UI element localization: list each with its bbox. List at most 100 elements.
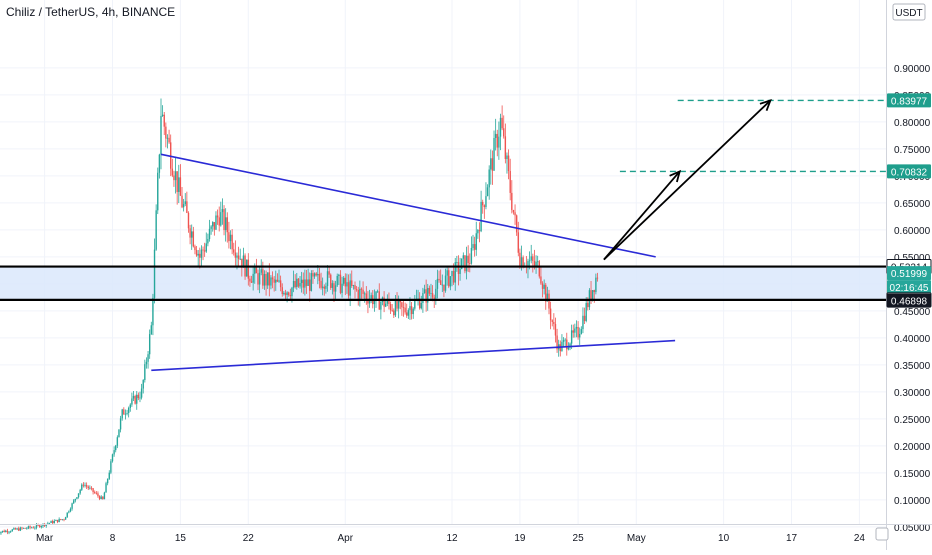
candle-body xyxy=(314,273,315,276)
currency-badge[interactable]: USDT xyxy=(895,8,922,19)
candle-body xyxy=(75,499,76,501)
candle-body xyxy=(5,531,6,532)
candle-body xyxy=(540,276,541,283)
candle-body xyxy=(566,340,567,350)
candle-body xyxy=(67,513,68,518)
candle-body xyxy=(212,222,213,226)
candle-body xyxy=(366,293,367,299)
y-tick-label: 0.90000 xyxy=(894,64,931,75)
candle-body xyxy=(29,526,30,527)
candle-body xyxy=(168,138,169,143)
candle-body xyxy=(104,493,105,500)
candle-body xyxy=(3,531,4,532)
candle-body xyxy=(120,418,121,429)
y-tick-label: 0.75000 xyxy=(894,145,931,156)
candle-body xyxy=(488,170,489,188)
candle-body xyxy=(70,509,71,512)
candle-body xyxy=(86,485,87,487)
trendline-lower xyxy=(151,341,675,371)
candle-body xyxy=(133,396,134,399)
candle-body xyxy=(393,311,394,316)
candle-body xyxy=(581,329,582,334)
candle-body xyxy=(257,273,258,284)
candle-body xyxy=(155,210,156,249)
candle-body xyxy=(304,279,305,287)
candle-body xyxy=(564,340,565,341)
candle-body xyxy=(477,230,478,233)
candle-body xyxy=(571,330,572,343)
candle-body xyxy=(193,231,194,246)
candle-body xyxy=(377,291,378,292)
candle-body xyxy=(548,294,549,309)
candle-body xyxy=(380,302,381,310)
candle-body xyxy=(34,528,35,529)
candle-body xyxy=(172,169,173,176)
candle-body xyxy=(199,254,200,258)
candle-body xyxy=(251,281,252,282)
y-tick-label: 0.30000 xyxy=(894,388,931,399)
candle-body xyxy=(254,267,255,274)
candle-body xyxy=(503,128,504,136)
candle-body xyxy=(286,292,287,295)
candle-body xyxy=(25,528,26,529)
candle-body xyxy=(463,255,464,258)
candle-body xyxy=(385,304,386,307)
candle-body xyxy=(92,488,93,492)
candle-body xyxy=(298,279,299,287)
candle-body xyxy=(118,429,119,437)
candle-body xyxy=(97,493,98,496)
candle-body xyxy=(248,260,249,279)
candle-body xyxy=(113,450,114,454)
candle-body xyxy=(320,281,321,288)
candle-body xyxy=(267,272,268,285)
candle-body xyxy=(176,171,177,192)
support-resistance-zone xyxy=(0,267,886,300)
candle-body xyxy=(531,256,532,260)
candle-body xyxy=(238,256,239,259)
candle-body xyxy=(63,519,64,520)
candle-body xyxy=(466,256,467,271)
price-badge-label: 0.46898 xyxy=(891,297,928,308)
candle-body xyxy=(532,256,533,261)
candle-body xyxy=(516,215,517,232)
candle-body xyxy=(15,528,16,529)
candle-body xyxy=(421,303,422,308)
candle-body xyxy=(196,250,197,256)
candle-body xyxy=(26,528,27,529)
candle-body xyxy=(594,290,595,292)
y-tick-label: 0.10000 xyxy=(894,496,931,507)
candle-body xyxy=(262,269,263,285)
candle-body xyxy=(537,261,538,262)
candle-body xyxy=(301,280,302,283)
candle-body xyxy=(21,528,22,529)
candle-body xyxy=(456,262,457,263)
candle-body xyxy=(398,300,399,308)
x-tick-label: Mar xyxy=(36,533,54,544)
candle-body xyxy=(408,310,409,316)
candle-body xyxy=(375,292,376,300)
candle-body xyxy=(231,235,232,250)
x-tick-label: 12 xyxy=(446,533,458,544)
candle-body xyxy=(261,269,262,272)
candle-body xyxy=(351,280,352,286)
candle-body xyxy=(409,306,410,310)
candle-body xyxy=(217,216,218,218)
candle-body xyxy=(445,276,446,291)
candle-body xyxy=(401,302,402,307)
candle-body xyxy=(181,196,182,208)
drawings xyxy=(0,100,886,370)
candle-body xyxy=(497,134,498,148)
candle-body xyxy=(125,414,126,415)
candle-body xyxy=(587,303,588,307)
candle-body xyxy=(500,118,501,137)
candle-body xyxy=(280,280,281,287)
candle-body xyxy=(20,528,21,531)
candle-body xyxy=(60,519,61,520)
candle-body xyxy=(574,329,575,333)
projection-arrow xyxy=(604,100,771,259)
candle-body xyxy=(434,297,435,298)
candle-body xyxy=(188,213,189,228)
candle-body xyxy=(529,260,530,261)
candle-body xyxy=(432,293,433,297)
